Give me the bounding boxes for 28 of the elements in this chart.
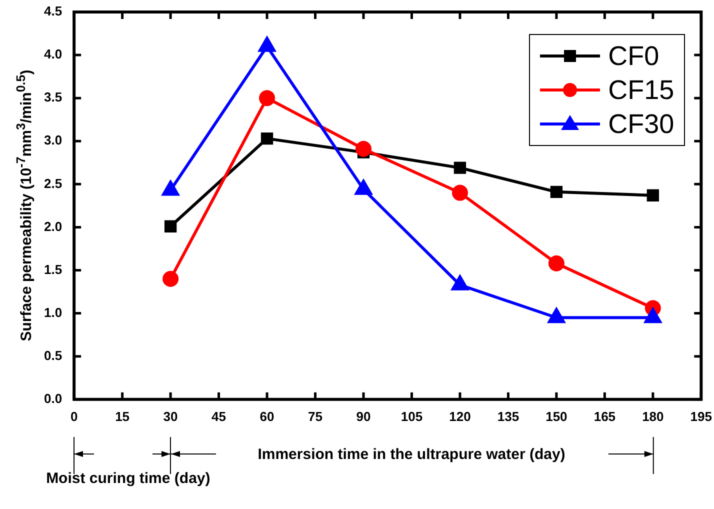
x-tick-label: 180 (642, 408, 664, 424)
legend-label: CF15 (608, 74, 674, 107)
x-tick-label: 0 (70, 408, 78, 424)
legend-label: CF0 (608, 40, 660, 73)
y-tick-label: 4.0 (44, 46, 62, 62)
y-tick-label: 2.5 (44, 176, 62, 191)
y-tick-label: 1.0 (44, 304, 62, 320)
y-tick-label: 4.5 (44, 4, 62, 19)
x-tick-label: 30 (163, 408, 178, 424)
x-tick-label: 60 (260, 408, 274, 424)
x-tick-label: 135 (497, 408, 520, 424)
x-tick-label: 75 (308, 408, 322, 424)
legend-label: CF30 (608, 108, 674, 141)
y-tick-label: 1.5 (44, 262, 62, 277)
x-tick-label: 120 (449, 408, 471, 424)
y-tick-label: 2.0 (44, 218, 62, 234)
x-tick-label: 165 (594, 408, 616, 424)
x-tick-label: 105 (400, 408, 423, 424)
x-tick-label: 150 (546, 408, 568, 424)
x-tick-label: 195 (690, 408, 712, 424)
y-tick-label: 0.5 (44, 348, 62, 363)
y-tick-label: 0.0 (44, 390, 62, 406)
y-tick-label: 3.0 (44, 132, 62, 148)
x-tick-label: 90 (356, 408, 371, 424)
text: Moist curing time (day) (46, 470, 210, 488)
x-tick-label: 45 (212, 408, 226, 424)
x-tick-label: 15 (115, 408, 130, 424)
y-tick-label: 3.5 (44, 90, 62, 105)
